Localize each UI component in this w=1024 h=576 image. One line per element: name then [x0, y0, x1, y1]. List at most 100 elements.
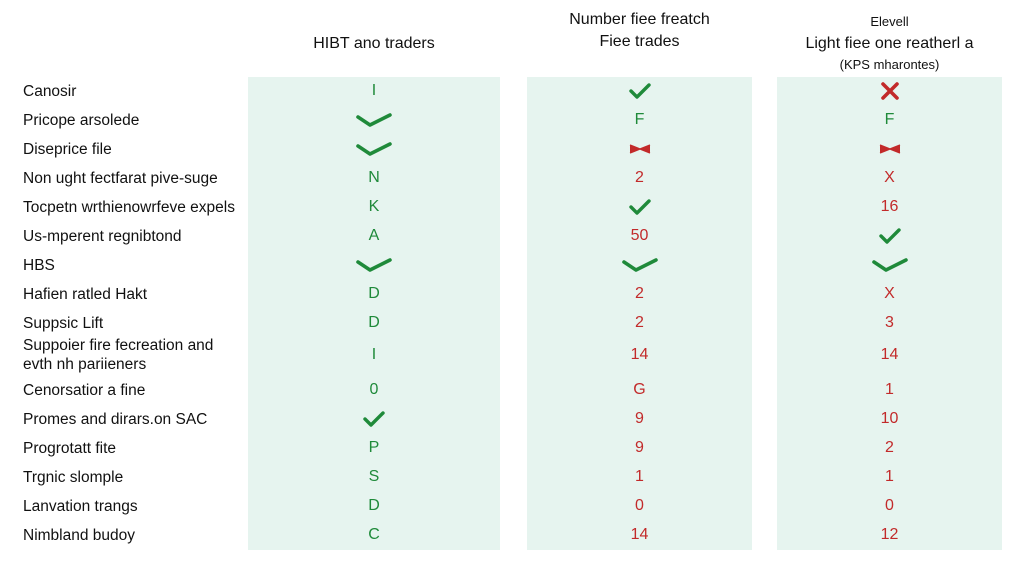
row-label: Cenorsatior a fine [23, 381, 243, 400]
row-label: Canosir [23, 82, 243, 101]
table-cell: I [371, 346, 377, 363]
column-header-2-line-1: Number fiee freatch [569, 11, 710, 28]
row-label-line: Hafien ratled Hakt [23, 285, 148, 303]
column-header-2: Number fiee freatch Fiee trades [527, 9, 752, 53]
column-header-3-line-3: (KPS mharontes) [839, 57, 940, 72]
table-cell: 1 [635, 468, 644, 485]
table-cell: X [884, 169, 895, 186]
table-cell: C [368, 526, 380, 543]
table-cell: 14 [630, 526, 649, 543]
table-cell: 0 [635, 497, 644, 514]
table-cell: 2 [635, 169, 644, 186]
column-header-1: HIBT ano traders [248, 33, 500, 55]
check-icon [628, 198, 651, 215]
row-label: HBS [23, 256, 243, 275]
table-cell: S [368, 468, 380, 485]
row-label: Us-mperent regnibtond [23, 227, 243, 246]
table-cell [777, 81, 1002, 101]
table-cell: F [884, 111, 895, 128]
row-label: Nimbland budoy [23, 526, 243, 545]
table-cell: 14 [630, 346, 649, 363]
table-cell: D [368, 285, 380, 302]
check-icon [628, 82, 651, 99]
table-cell: 2 [635, 285, 644, 302]
row-label: Suppsic Lift [23, 314, 243, 333]
row-label-line: Suppsic Lift [23, 314, 104, 332]
row-label-line: Nimbland budoy [23, 526, 136, 544]
table-cell: 2 [635, 314, 644, 331]
row-label-line: Lanvation trangs [23, 497, 138, 515]
table-cell: 12 [880, 526, 899, 543]
column-header-3-line-1: Elevell [870, 14, 909, 29]
table-cell: 16 [880, 198, 899, 215]
table-cell [248, 255, 500, 275]
table-cell: 3 [885, 314, 894, 331]
row-label: Tocpetn wrthienowrfeve expels [23, 198, 243, 217]
row-label: Pricope arsolede [23, 111, 243, 130]
table-cell: D [368, 497, 380, 514]
table-cell [248, 409, 500, 429]
column-header-3: Elevell Light fiee one reatherl a (KPS m… [777, 11, 1002, 75]
row-label-line: Cenorsatior a fine [23, 381, 146, 399]
row-label-line: Canosir [23, 82, 77, 100]
cross-icon [878, 140, 902, 157]
column-header-2-line-2: Fiee trades [599, 33, 680, 50]
table-cell: P [368, 439, 380, 456]
table-cell [777, 226, 1002, 246]
check-icon [356, 140, 392, 157]
table-cell: 0 [885, 497, 894, 514]
row-label-line: Non ught fectfarat pive-suge [23, 169, 218, 187]
table-cell: 2 [885, 439, 894, 456]
table-cell: D [368, 314, 380, 331]
table-cell: F [634, 111, 645, 128]
row-label: Hafien ratled Hakt [23, 285, 243, 304]
row-label: Suppoier fire fecreation and evth nh pari… [23, 336, 243, 374]
row-label-line: Tocpetn wrthienowrfeve expels [23, 198, 235, 216]
row-label-line: Promes and dirars.on SAC [23, 410, 208, 428]
table-cell: K [368, 198, 380, 215]
row-label-line: Trgnic slomple [23, 468, 124, 486]
cross-icon [628, 140, 652, 157]
table-cell: N [368, 169, 380, 186]
table-cell: 9 [635, 410, 644, 427]
check-icon [363, 410, 385, 427]
row-label-line: Diseprice file [23, 140, 112, 158]
table-cell: I [371, 82, 377, 99]
column-header-3-line-2: Light fiee one reatherl a [805, 35, 974, 52]
column-panel-2 [527, 77, 752, 550]
table-cell [248, 139, 500, 159]
row-label-line: evth nh pariieners [23, 356, 147, 373]
check-icon [356, 256, 392, 273]
check-icon [878, 227, 901, 244]
table-cell [248, 110, 500, 130]
table-cell: 10 [880, 410, 899, 427]
check-icon [871, 256, 908, 273]
column-header-1-line-1: HIBT ano traders [313, 35, 435, 52]
table-cell [527, 139, 752, 159]
table-cell: 1 [885, 381, 894, 398]
row-label-line: HBS [23, 256, 55, 274]
table-cell: A [368, 227, 380, 244]
table-cell [527, 197, 752, 217]
table-cell: G [633, 381, 646, 398]
table-cell [777, 139, 1002, 159]
table-cell [527, 255, 752, 275]
cross-icon [880, 81, 900, 100]
row-label-line: Suppoier fire fecreation and [23, 337, 214, 354]
check-icon [356, 111, 392, 128]
table-cell: 9 [635, 439, 644, 456]
column-panel-1 [248, 77, 500, 550]
table-cell: 1 [885, 468, 894, 485]
row-label-line: Us-mperent regnibtond [23, 227, 182, 245]
column-panel-3 [777, 77, 1002, 550]
table-cell: 14 [880, 346, 899, 363]
row-label: Diseprice file [23, 140, 243, 159]
row-label: Lanvation trangs [23, 497, 243, 516]
row-label: Progrotatt fite [23, 439, 243, 458]
row-label-line: Pricope arsolede [23, 111, 140, 129]
row-label: Trgnic slomple [23, 468, 243, 487]
table-cell [777, 255, 1002, 275]
table-cell: 50 [630, 227, 649, 244]
row-label: Non ught fectfarat pive-suge [23, 169, 243, 188]
check-icon [621, 256, 658, 273]
